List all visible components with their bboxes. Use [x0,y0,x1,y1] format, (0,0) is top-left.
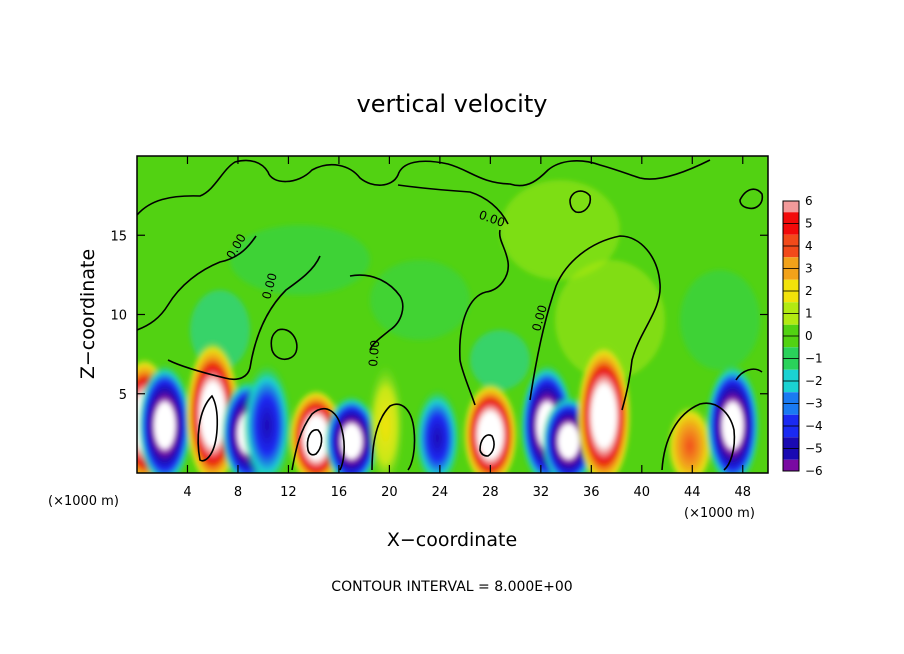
velocity-cell [463,382,518,473]
colorbar: 6 5 4 3 2 1 0 −1 −2 −3 −4 −5 −6 [782,194,823,478]
contour-line [397,184,509,225]
y-tick-label: 5 [119,388,127,403]
velocity-cell [324,395,379,473]
x-tick-label: 24 [432,485,449,500]
x-tick-label: 36 [583,485,600,500]
contour-line [459,359,476,406]
velocity-cell [576,344,632,473]
x-unit-left: (×1000 m) [48,494,119,509]
contour-interval-note: CONTOUR INTERVAL = 8.000E+00 [331,579,572,595]
contour-line [137,235,257,331]
x-tick-label: 8 [234,485,242,500]
x-tick-label: 48 [734,485,751,500]
colorbar-tick-label: −6 [805,464,823,478]
x-tick-label: 40 [634,485,651,500]
contour-line [197,394,219,462]
contour-line [459,229,510,361]
x-tick-label: 12 [280,485,297,500]
contour-label: 0.00 [259,271,279,300]
contour-line [735,368,763,381]
y-axis-ticks: 5 10 15 [110,229,768,403]
x-tick-label: 28 [482,485,499,500]
contour-label: 0.00 [366,339,382,367]
velocity-cell [367,363,405,473]
zero-contours [137,159,764,471]
colorbar-tick-label: −4 [805,419,823,433]
x-axis-ticks: 4 8 12 16 20 24 28 32 36 40 44 48 [183,156,751,500]
velocity-cell [241,363,292,473]
contour-line [349,274,404,351]
contour-line [291,408,345,471]
colorbar-swatch [783,201,799,213]
contour-label: 0.00 [529,303,549,332]
contour-line [569,190,592,214]
contour-line [739,188,764,210]
y-tick-label: 15 [110,229,127,244]
contour-line [306,429,323,456]
colorbar-tick-label: 6 [805,194,813,208]
plot-area: 0.00 0.00 0.00 0.00 0.00 [137,156,768,473]
field-patch [370,260,470,340]
field-patch [555,260,665,380]
colorbar-tick-label: 5 [805,217,813,231]
x-tick-label: 4 [183,485,191,500]
contour-line [137,159,711,216]
contour-line [529,235,661,411]
colorbar-tick-label: −5 [805,442,823,456]
contour-line [167,255,321,381]
colorbar-tick-label: −1 [805,352,823,366]
contour-line [661,402,736,471]
x-tick-label: 44 [684,485,701,500]
field-patch [230,225,370,295]
field-patch [680,270,760,370]
x-unit-right: (×1000 m) [684,506,755,521]
x-tick-label: 32 [533,485,550,500]
colorbar-tick-label: 4 [805,239,813,253]
x-axis-label: X−coordinate [387,529,517,551]
contour-line [479,434,495,457]
colorbar-tick-label: 2 [805,284,813,298]
velocity-cell [705,363,760,473]
chart-title: vertical velocity [357,90,548,118]
colorbar-swatch [783,459,799,471]
x-tick-label: 20 [381,485,398,500]
contour-line [270,328,298,361]
field-patch [470,330,530,390]
contour-line [371,403,416,471]
colorbar-tick-label: −3 [805,397,823,411]
colorbar-tick-label: 3 [805,262,813,276]
velocity-cell [137,363,192,473]
colorbar-tick-label: −2 [805,374,823,388]
colorbar-tick-label: 0 [805,329,813,343]
colorbar-tick-label: 1 [805,307,813,321]
velocity-cell [414,389,461,473]
y-tick-label: 10 [110,309,127,324]
velocity-field [137,180,760,473]
x-tick-label: 16 [331,485,348,500]
y-axis-label: Z−coordinate [77,249,99,379]
